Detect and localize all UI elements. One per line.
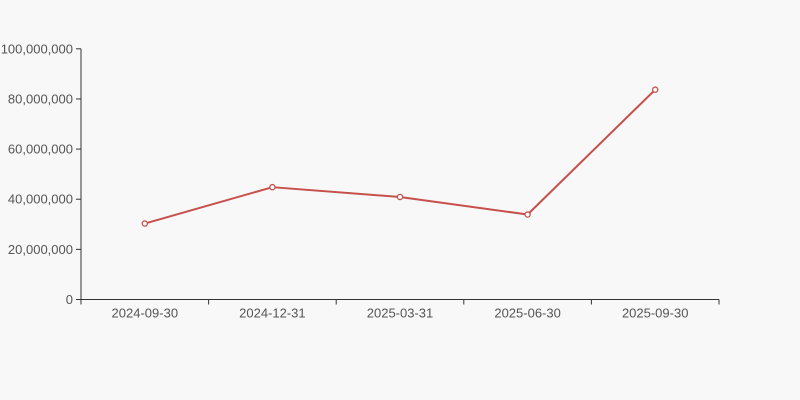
data-point-marker (141, 220, 149, 227)
y-axis-tick-label: 20,000,000 (8, 242, 73, 257)
data-point-marker (396, 193, 404, 201)
x-axis-category-label: 2024-12-31 (239, 306, 306, 321)
series-line (143, 88, 657, 225)
x-axis-category-label: 2025-03-31 (367, 306, 434, 321)
y-axis-tick-label: 100,000,000 (1, 41, 73, 56)
y-axis-tick-label: 40,000,000 (8, 192, 73, 207)
data-point-marker (269, 183, 276, 191)
x-axis-category-label: 2024-09-30 (112, 306, 179, 321)
y-axis-tick-label: 0 (66, 292, 73, 307)
x-axis-category-label: 2025-09-30 (622, 306, 689, 321)
y-axis-tick-label: 60,000,000 (8, 142, 73, 157)
data-point-marker (524, 211, 531, 218)
y-axis-tick-label: 80,000,000 (8, 91, 73, 106)
x-axis-category-label: 2025-06-30 (494, 306, 561, 321)
data-point-marker (651, 86, 659, 93)
